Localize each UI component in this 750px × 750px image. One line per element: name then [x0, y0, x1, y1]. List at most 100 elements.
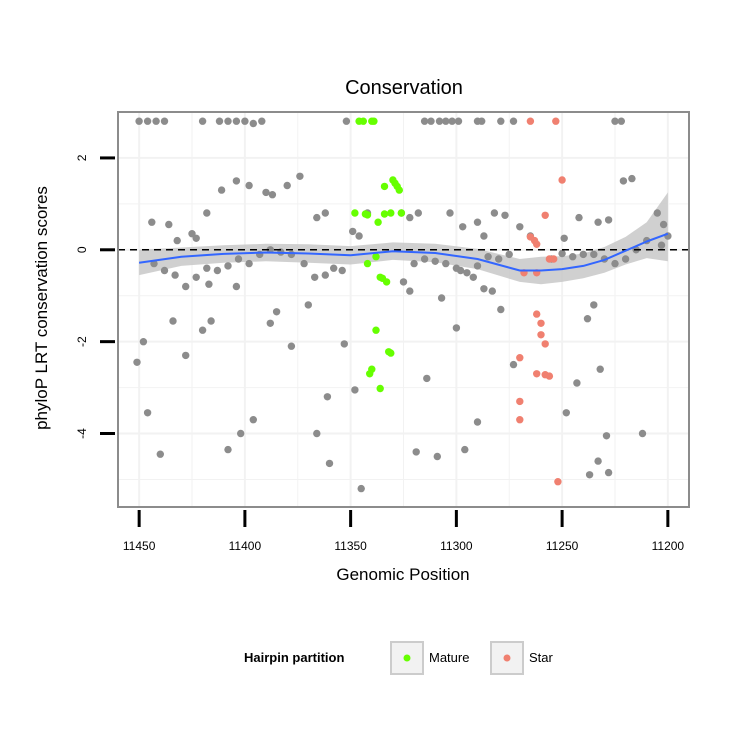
point-other — [604, 468, 613, 477]
point-mature — [376, 273, 384, 281]
point-other — [488, 287, 496, 295]
plot-panel-border — [117, 111, 690, 508]
point-star — [537, 331, 545, 339]
point-other — [410, 259, 418, 268]
point-other — [217, 186, 226, 194]
y-tick-label: -4 — [75, 428, 89, 439]
point-mature — [372, 253, 380, 261]
point-other — [313, 429, 321, 438]
point-other — [490, 209, 499, 217]
point-other — [442, 259, 450, 268]
x-tick-label: 11300 — [440, 539, 473, 553]
point-star — [533, 370, 541, 378]
point-other — [207, 317, 215, 325]
point-other — [414, 209, 422, 217]
point-other — [497, 117, 505, 125]
point-star — [541, 340, 549, 348]
point-other — [653, 209, 661, 217]
point-other — [342, 117, 351, 125]
x-axis-ticks: 11450 11400 11350 11300 11250 11200 — [123, 510, 684, 553]
point-other — [664, 232, 672, 240]
point-mature — [380, 182, 389, 191]
point-other — [234, 255, 243, 263]
point-other — [583, 315, 592, 323]
point-other — [617, 117, 625, 125]
point-mature — [363, 259, 372, 268]
point-other — [459, 223, 467, 231]
y-axis-label: phyloP LRT conservation scores — [32, 186, 51, 430]
y-axis-ticks: 2 0 -2 -4 — [75, 154, 115, 439]
point-star — [516, 416, 524, 424]
point-other — [156, 450, 164, 458]
point-other — [560, 234, 568, 242]
legend-label-mature: Mature — [429, 650, 469, 665]
point-other — [594, 457, 602, 465]
point-other — [357, 484, 365, 493]
point-other — [442, 117, 450, 125]
point-other — [135, 117, 143, 125]
point-other — [232, 282, 241, 291]
point-other — [139, 338, 148, 346]
point-other — [594, 218, 602, 226]
point-other — [304, 301, 312, 309]
point-other — [351, 386, 359, 394]
point-other — [461, 445, 469, 454]
point-mature — [397, 209, 406, 217]
point-other — [173, 236, 181, 245]
point-other — [349, 227, 357, 236]
chart-title: Conservation — [345, 77, 463, 99]
point-other — [412, 448, 420, 456]
point-other — [287, 250, 296, 259]
point-other — [287, 342, 296, 350]
point-other — [495, 255, 503, 263]
point-other — [133, 358, 141, 366]
point-other — [258, 117, 266, 125]
point-other — [611, 117, 619, 125]
x-tick-label: 11400 — [229, 539, 262, 553]
point-other — [338, 266, 346, 275]
point-other — [203, 209, 211, 217]
point-other — [579, 250, 587, 259]
point-other — [321, 271, 329, 279]
point-star — [516, 354, 524, 362]
point-other — [433, 452, 441, 461]
point-other — [505, 250, 513, 259]
point-other — [473, 418, 482, 426]
point-mature — [359, 117, 367, 125]
point-other — [311, 273, 319, 281]
point-other — [501, 211, 509, 219]
point-other — [355, 232, 363, 240]
x-tick-label: 11450 — [123, 539, 156, 553]
point-other — [300, 259, 308, 268]
point-other — [446, 209, 454, 217]
point-other — [213, 266, 222, 275]
point-other — [621, 255, 630, 263]
point-other — [596, 365, 604, 373]
point-star — [550, 255, 558, 263]
point-other — [283, 181, 291, 190]
point-star — [526, 117, 535, 125]
point-other — [619, 177, 628, 185]
y-tick-label: -2 — [75, 336, 89, 347]
x-tick-label: 11350 — [334, 539, 367, 553]
point-mature — [382, 278, 391, 286]
point-mature — [380, 210, 389, 218]
point-other — [604, 216, 613, 224]
point-other — [224, 117, 232, 125]
point-other — [516, 223, 524, 231]
point-other — [628, 174, 636, 183]
point-other — [406, 213, 414, 222]
point-other — [585, 471, 594, 479]
point-star — [537, 319, 545, 327]
point-other — [558, 249, 566, 258]
point-other — [478, 117, 486, 125]
point-other — [203, 264, 211, 272]
point-other — [249, 416, 257, 424]
point-other — [638, 429, 647, 438]
point-other — [321, 209, 329, 217]
point-other — [657, 241, 666, 249]
point-star — [516, 397, 524, 406]
point-mature — [374, 218, 382, 226]
y-tick-label: 2 — [75, 154, 89, 161]
